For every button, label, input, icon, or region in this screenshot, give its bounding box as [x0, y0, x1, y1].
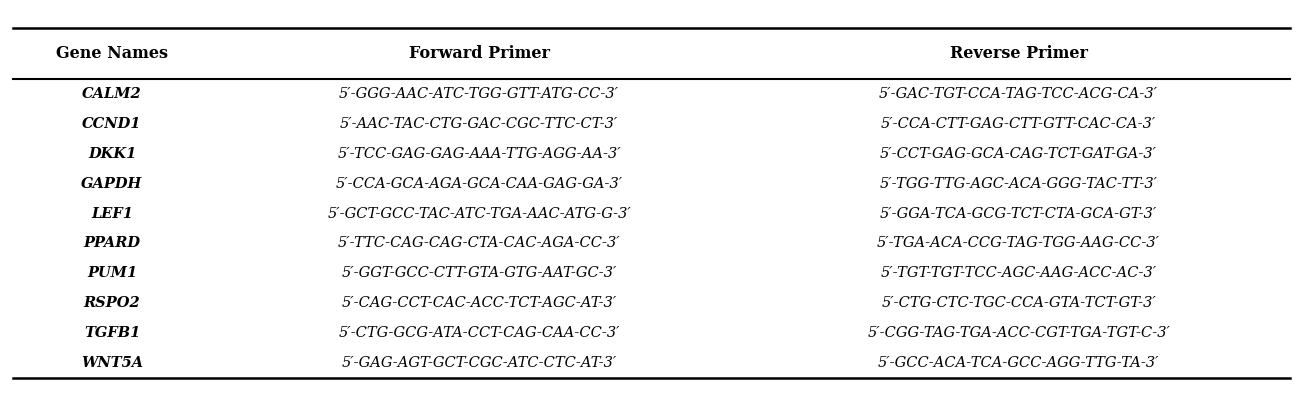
- Text: 5′-GGG-AAC-ATC-TGG-GTT-ATG-CC-3′: 5′-GGG-AAC-ATC-TGG-GTT-ATG-CC-3′: [339, 87, 619, 101]
- Text: CCND1: CCND1: [82, 117, 142, 131]
- Text: TGFB1: TGFB1: [83, 326, 141, 340]
- Text: 5′-TTC-CAG-CAG-CTA-CAC-AGA-CC-3′: 5′-TTC-CAG-CAG-CTA-CAC-AGA-CC-3′: [337, 236, 620, 251]
- Text: 5′-CCA-GCA-AGA-GCA-CAA-GAG-GA-3′: 5′-CCA-GCA-AGA-GCA-CAA-GAG-GA-3′: [336, 177, 623, 191]
- Text: 5′-GGT-GCC-CTT-GTA-GTG-AAT-GC-3′: 5′-GGT-GCC-CTT-GTA-GTG-AAT-GC-3′: [341, 266, 616, 281]
- Text: 5′-TGG-TTG-AGC-ACA-GGG-TAC-TT-3′: 5′-TGG-TTG-AGC-ACA-GGG-TAC-TT-3′: [880, 177, 1157, 191]
- Text: 5′-GAG-AGT-GCT-CGC-ATC-CTC-AT-3′: 5′-GAG-AGT-GCT-CGC-ATC-CTC-AT-3′: [341, 356, 616, 370]
- Text: Reverse Primer: Reverse Primer: [950, 45, 1088, 62]
- Text: 5′-CAG-CCT-CAC-ACC-TCT-AGC-AT-3′: 5′-CAG-CCT-CAC-ACC-TCT-AGC-AT-3′: [341, 296, 616, 310]
- Text: CALM2: CALM2: [82, 87, 142, 101]
- Text: DKK1: DKK1: [87, 147, 136, 161]
- Text: 5′-CTG-CTC-TGC-CCA-GTA-TCT-GT-3′: 5′-CTG-CTC-TGC-CCA-GTA-TCT-GT-3′: [881, 296, 1156, 310]
- Text: 5′-CTG-GCG-ATA-CCT-CAG-CAA-CC-3′: 5′-CTG-GCG-ATA-CCT-CAG-CAA-CC-3′: [339, 326, 620, 340]
- Text: PUM1: PUM1: [87, 266, 137, 281]
- Text: 5′-TGA-ACA-CCG-TAG-TGG-AAG-CC-3′: 5′-TGA-ACA-CCG-TAG-TGG-AAG-CC-3′: [877, 236, 1160, 251]
- Text: RSPO2: RSPO2: [83, 296, 141, 310]
- Text: 5′-CCA-CTT-GAG-CTT-GTT-CAC-CA-3′: 5′-CCA-CTT-GAG-CTT-GTT-CAC-CA-3′: [881, 117, 1156, 131]
- Text: LEF1: LEF1: [91, 206, 133, 221]
- Text: 5′-GGA-TCA-GCG-TCT-CTA-GCA-GT-3′: 5′-GGA-TCA-GCG-TCT-CTA-GCA-GT-3′: [880, 206, 1157, 221]
- Text: Gene Names: Gene Names: [56, 45, 168, 62]
- Text: 5′-GCC-ACA-TCA-GCC-AGG-TTG-TA-3′: 5′-GCC-ACA-TCA-GCC-AGG-TTG-TA-3′: [878, 356, 1160, 370]
- Text: 5′-TCC-GAG-GAG-AAA-TTG-AGG-AA-3′: 5′-TCC-GAG-GAG-AAA-TTG-AGG-AA-3′: [337, 147, 622, 161]
- Text: 5′-AAC-TAC-CTG-GAC-CGC-TTC-CT-3′: 5′-AAC-TAC-CTG-GAC-CGC-TTC-CT-3′: [340, 117, 618, 131]
- Text: PPARD: PPARD: [83, 236, 141, 251]
- Text: 5′-GCT-GCC-TAC-ATC-TGA-AAC-ATG-G-3′: 5′-GCT-GCC-TAC-ATC-TGA-AAC-ATG-G-3′: [327, 206, 631, 221]
- Text: Forward Primer: Forward Primer: [409, 45, 550, 62]
- Text: GAPDH: GAPDH: [81, 177, 143, 191]
- Text: 5′-TGT-TGT-TCC-AGC-AAG-ACC-AC-3′: 5′-TGT-TGT-TCC-AGC-AAG-ACC-AC-3′: [881, 266, 1157, 281]
- Text: WNT5A: WNT5A: [81, 356, 143, 370]
- Text: 5′-CCT-GAG-GCA-CAG-TCT-GAT-GA-3′: 5′-CCT-GAG-GCA-CAG-TCT-GAT-GA-3′: [880, 147, 1157, 161]
- Text: 5′-CGG-TAG-TGA-ACC-CGT-TGA-TGT-C-3′: 5′-CGG-TAG-TGA-ACC-CGT-TGA-TGT-C-3′: [868, 326, 1170, 340]
- Text: 5′-GAC-TGT-CCA-TAG-TCC-ACG-CA-3′: 5′-GAC-TGT-CCA-TAG-TCC-ACG-CA-3′: [880, 87, 1158, 101]
